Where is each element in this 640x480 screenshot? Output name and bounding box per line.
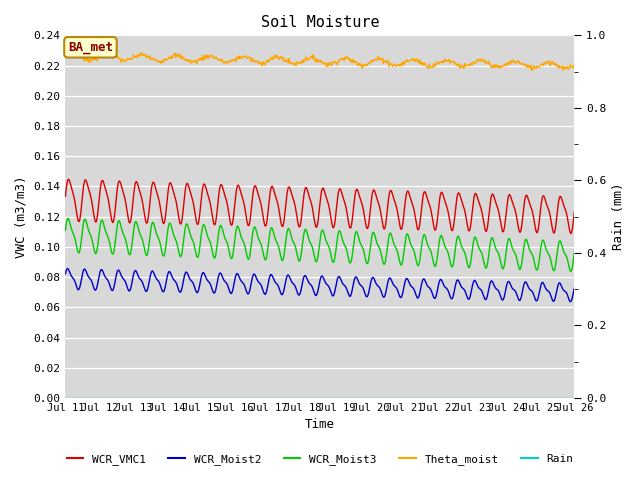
Title: Soil Moisture: Soil Moisture xyxy=(260,15,380,30)
Y-axis label: VWC (m3/m3): VWC (m3/m3) xyxy=(15,175,28,258)
Y-axis label: Rain (mm): Rain (mm) xyxy=(612,183,625,251)
Legend: WCR_VMC1, WCR_Moist2, WCR_Moist3, Theta_moist, Rain: WCR_VMC1, WCR_Moist2, WCR_Moist3, Theta_… xyxy=(62,450,578,469)
X-axis label: Time: Time xyxy=(305,419,335,432)
Text: BA_met: BA_met xyxy=(68,41,113,54)
